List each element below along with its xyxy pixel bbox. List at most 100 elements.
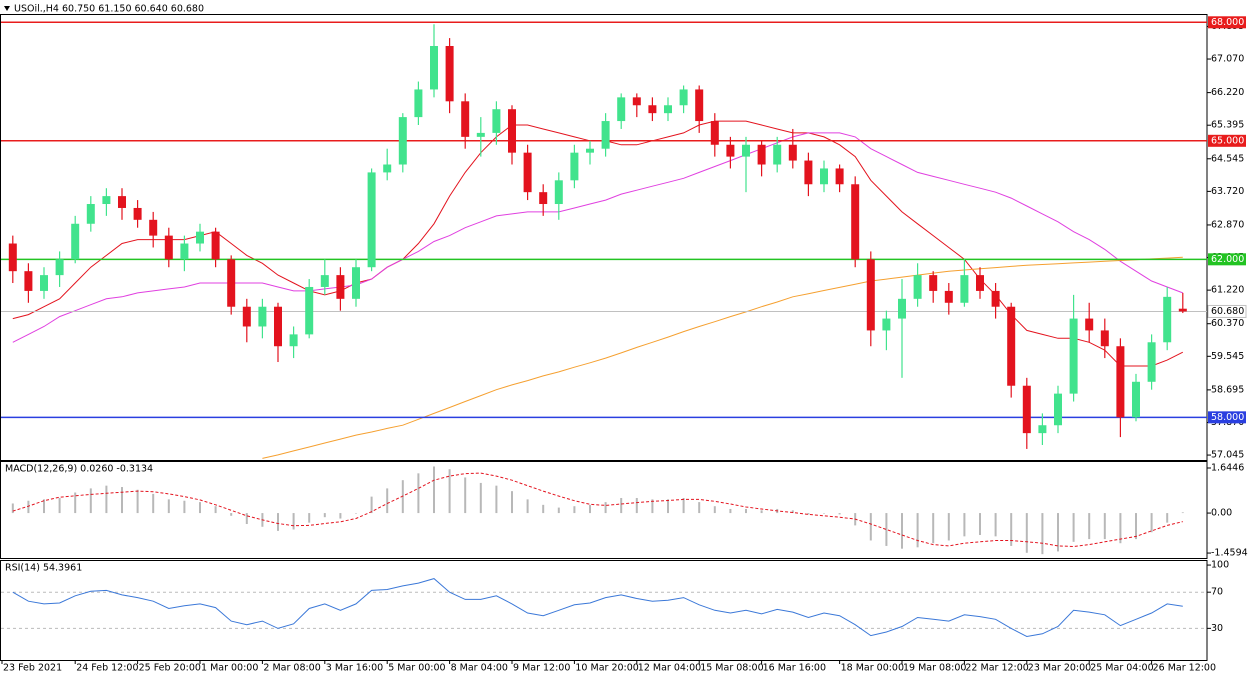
last-price-box	[1207, 304, 1247, 318]
macd-bar	[963, 513, 966, 537]
candle-body	[882, 318, 891, 331]
level-label-box	[1208, 134, 1246, 147]
candle-body	[601, 121, 610, 149]
x-tick-label: 18 Mar 00:00	[841, 663, 904, 674]
macd-bar	[901, 513, 903, 549]
y-tick-label: 100	[1211, 560, 1229, 571]
candle-body	[679, 89, 688, 106]
macd-bar	[495, 485, 498, 514]
rsi-line	[12, 578, 1183, 638]
macd-bar	[339, 513, 342, 519]
candle-body	[710, 121, 719, 145]
macd-bar	[698, 502, 701, 514]
candle-body	[1022, 385, 1031, 434]
candle-body	[149, 219, 158, 236]
candle-body	[773, 144, 782, 165]
x-tick-label: 3 Mar 16:00	[326, 663, 383, 674]
candle-body	[1132, 381, 1140, 418]
macd-bar	[745, 508, 747, 514]
macd-bar	[651, 499, 654, 514]
macd-bar	[667, 499, 669, 514]
macd-bar	[979, 513, 981, 535]
candle-body	[8, 243, 17, 272]
macd-bar	[682, 497, 685, 514]
candle-body	[976, 275, 984, 291]
last-price-label: 60.680	[1211, 306, 1244, 317]
macd-bar	[557, 507, 560, 514]
candle-body	[430, 45, 438, 90]
y-tick-label: 65.395	[1211, 120, 1244, 131]
macd-bar	[136, 489, 139, 514]
candle-body	[476, 132, 485, 137]
candle-body	[617, 97, 626, 122]
x-tick-label: 8 Mar 04:00	[451, 663, 508, 674]
macd-bar	[947, 513, 950, 541]
level-label: 62.000	[1211, 254, 1244, 265]
macd-bar	[1150, 513, 1153, 533]
macd-bar	[1103, 513, 1106, 540]
y-tick-label: 0.00	[1211, 508, 1232, 519]
macd-bar	[245, 513, 248, 525]
macd-bar	[1119, 513, 1122, 544]
x-tick-label: 5 Mar 00:00	[388, 663, 445, 674]
candle-body	[929, 275, 938, 291]
macd-bar	[370, 496, 373, 514]
x-tick-label: 2 Mar 08:00	[263, 663, 320, 674]
moving-average	[12, 132, 1183, 343]
candle-body	[554, 180, 563, 205]
macd-bar	[230, 513, 233, 516]
panel-frame	[0, 560, 1208, 661]
y-tick-label: 62.870	[1211, 219, 1244, 230]
macd-bar	[152, 493, 155, 514]
macd-bar	[760, 510, 763, 514]
y-tick-label: 67.070	[1211, 54, 1244, 65]
candle-body	[788, 144, 797, 161]
moving-average	[262, 256, 1183, 459]
candle-body	[414, 89, 423, 118]
macd-bar	[417, 473, 420, 514]
macd-bar	[479, 482, 482, 514]
collapse-arrow[interactable]	[4, 6, 10, 11]
level-label-box	[1208, 411, 1246, 424]
macd-bar	[589, 504, 591, 514]
y-tick-label: 66.220	[1211, 87, 1244, 98]
candle-body	[1085, 318, 1094, 331]
y-tick-label: 63.720	[1211, 186, 1244, 197]
candle-body	[1116, 346, 1125, 418]
macd-bar	[1088, 513, 1091, 540]
candle-body	[336, 275, 345, 299]
macd-bar	[292, 513, 295, 530]
macd-bar	[74, 492, 77, 514]
candle-body	[820, 168, 828, 185]
candle-body	[71, 223, 80, 260]
candle-body	[367, 172, 376, 268]
y-tick-label: 59.545	[1211, 351, 1244, 362]
macd-bar	[448, 469, 451, 514]
level-label: 58.000	[1211, 412, 1244, 423]
macd-bar	[1181, 512, 1184, 514]
x-tick-label: 19 Mar 08:00	[903, 663, 966, 674]
candle-body	[898, 298, 906, 319]
macd-bar	[11, 503, 14, 514]
candle-body	[398, 117, 407, 165]
candle-body	[570, 152, 579, 181]
macd-bar	[1041, 513, 1044, 555]
macd-bar	[277, 513, 279, 531]
macd-signal	[12, 472, 1183, 548]
level-label: 65.000	[1211, 135, 1244, 146]
y-tick-label: 64.545	[1211, 153, 1244, 164]
macd-bar	[1025, 513, 1028, 553]
macd-bar	[214, 506, 217, 514]
macd-bar	[994, 513, 997, 537]
candle-body	[258, 306, 267, 327]
macd-bar	[635, 497, 638, 514]
level-label-box	[1208, 253, 1246, 266]
macd-bar	[542, 504, 545, 514]
panel-frame	[0, 14, 1208, 461]
candle-body	[196, 231, 204, 244]
candle-body	[1147, 342, 1156, 382]
macd-bar	[464, 477, 467, 514]
macd-bar	[573, 506, 576, 514]
macd-bar	[323, 513, 326, 518]
